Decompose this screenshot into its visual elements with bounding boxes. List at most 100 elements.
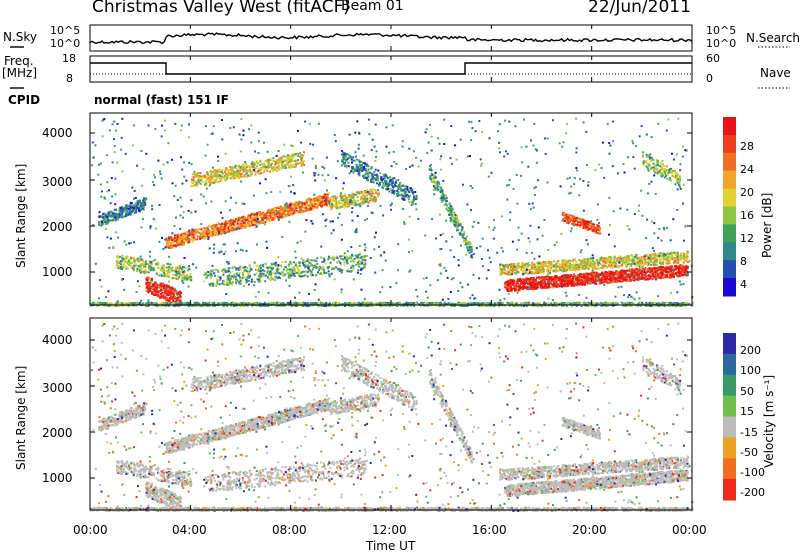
- power-cell: [303, 164, 306, 166]
- power-cell: [232, 170, 235, 173]
- power-cell: [408, 200, 410, 203]
- power-cell: [579, 278, 582, 281]
- power-cell: [166, 296, 168, 299]
- power-cell: [329, 198, 332, 201]
- power-cell: [631, 272, 634, 275]
- power-cell: [401, 194, 404, 197]
- power-cell: [679, 255, 682, 258]
- power-cell: [647, 274, 650, 277]
- power-cell: [386, 176, 389, 179]
- power-cell: [561, 284, 563, 287]
- power-cell: [290, 163, 293, 166]
- power-cell: [569, 277, 572, 280]
- power-cell: [127, 213, 130, 216]
- power-cell: [251, 217, 254, 220]
- power-cell: [641, 270, 644, 272]
- power-cell: [173, 236, 176, 239]
- power-cell: [609, 261, 612, 264]
- power-cell: [660, 272, 663, 274]
- power-cell: [386, 188, 389, 190]
- power-cell: [191, 230, 194, 233]
- power-cell: [465, 235, 468, 238]
- power-cell: [603, 260, 606, 263]
- power-cell: [576, 265, 579, 268]
- power-cell: [185, 238, 188, 241]
- power-cell: [168, 285, 170, 288]
- power-cell: [240, 216, 243, 219]
- power-cell: [110, 214, 113, 217]
- power-cell: [162, 287, 165, 290]
- power-cell: [117, 217, 120, 220]
- power-cell: [128, 205, 131, 208]
- power-cell: [435, 184, 438, 187]
- power-cell: [380, 176, 383, 179]
- power-cell: [603, 281, 606, 284]
- power-cell: [573, 264, 576, 267]
- power-cell: [584, 266, 587, 269]
- power-cell: [285, 155, 288, 158]
- power-cell: [516, 270, 519, 273]
- power-cell: [112, 215, 115, 218]
- power-cell: [579, 266, 582, 269]
- power-cell: [122, 207, 125, 210]
- power-cell: [179, 294, 181, 297]
- power-cell: [507, 279, 510, 282]
- power-cell: [330, 205, 333, 208]
- power-cell: [526, 287, 529, 290]
- power-cell: [111, 213, 114, 216]
- power-cell: [546, 278, 549, 281]
- power-cell: [335, 205, 338, 208]
- power-cell: [392, 191, 395, 194]
- power-cell: [507, 271, 510, 274]
- power-cell: [460, 233, 463, 236]
- power-cell: [157, 294, 160, 297]
- power-cell: [625, 260, 628, 263]
- power-cell: [129, 206, 132, 209]
- power-cell: [468, 251, 471, 254]
- power-cell: [99, 215, 102, 218]
- power-cell: [231, 166, 234, 169]
- power-cell: [643, 269, 646, 271]
- power-cell: [413, 196, 415, 199]
- power-cell: [676, 258, 679, 261]
- power-cell: [319, 199, 322, 202]
- power-cell: [467, 249, 469, 252]
- power-cell: [144, 203, 147, 206]
- power-cell: [668, 259, 671, 262]
- power-cell: [400, 193, 403, 196]
- power-cell: [622, 279, 625, 282]
- power-cell: [675, 262, 678, 265]
- power-cell: [140, 204, 143, 207]
- power-cell: [613, 255, 616, 258]
- power-cell: [509, 285, 512, 288]
- power-cell: [667, 255, 670, 258]
- power-cell: [222, 225, 225, 228]
- power-cell: [629, 279, 632, 282]
- power-cell: [617, 266, 620, 269]
- power-cell: [174, 234, 176, 237]
- power-cell: [659, 275, 662, 278]
- power-cell: [292, 165, 295, 168]
- power-cell: [226, 178, 229, 180]
- power-cell: [572, 260, 574, 262]
- power-cell: [237, 172, 240, 175]
- power-cell: [456, 225, 459, 228]
- power-cell: [524, 271, 527, 274]
- power-cell: [680, 266, 683, 269]
- power-cell: [200, 177, 202, 180]
- power-cell: [106, 221, 109, 224]
- power-cell: [225, 167, 228, 170]
- power-cell: [273, 214, 276, 216]
- power-cell: [647, 270, 649, 273]
- power-cell: [571, 278, 574, 281]
- power-cell: [553, 260, 556, 263]
- power-cell: [224, 229, 227, 232]
- power-cell: [371, 188, 374, 191]
- power-cell: [549, 278, 552, 281]
- power-cell: [577, 265, 580, 268]
- power-cell: [602, 260, 604, 263]
- power-cell: [307, 204, 310, 207]
- power-cell: [615, 262, 617, 265]
- power-cell: [351, 192, 354, 195]
- power-cell: [156, 290, 159, 293]
